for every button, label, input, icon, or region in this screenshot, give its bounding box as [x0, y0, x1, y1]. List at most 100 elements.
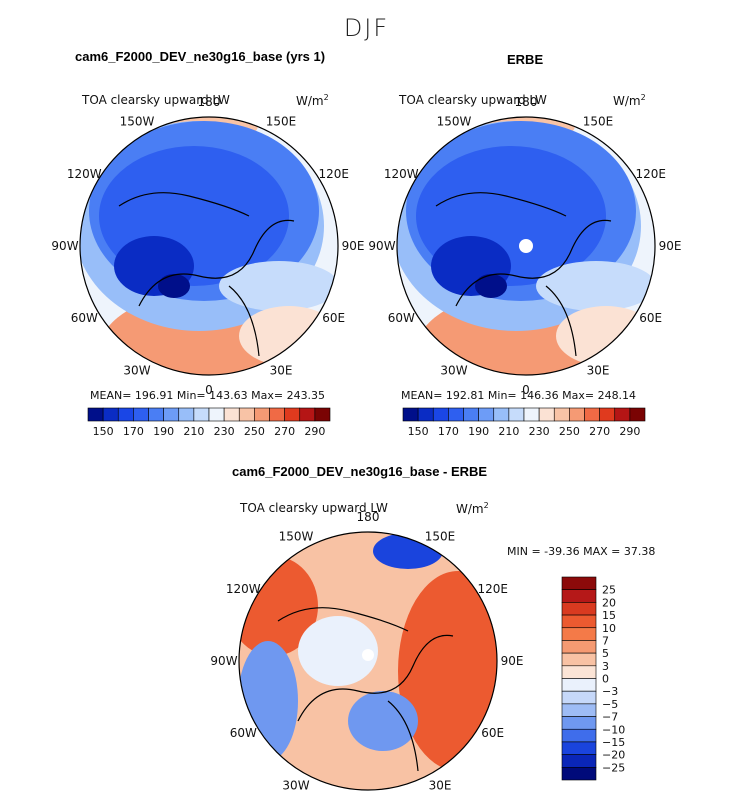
panel-2-stats: MEAN= 192.81 Min= 146.36 Max= 248.14 [401, 389, 637, 402]
longitude-label: 120W [67, 167, 102, 181]
panel-2-units: W/m2 [613, 93, 646, 108]
longitude-label: 120W [384, 167, 419, 181]
colorbar-swatch [561, 640, 597, 654]
polar-map-1: 180 150E 120E 90E 60E 30E 0 30W 60W 90W 120W 150W [51, 95, 365, 397]
polar-map-2: 180 150E 120E 90E 60E 30E 0 30W 60W 90W 120W 150W [368, 95, 681, 397]
colorbar-swatch [614, 407, 631, 422]
longitude-label: 150E [425, 529, 456, 543]
figure-title: DJF [343, 14, 390, 42]
colorbar-swatch [561, 576, 597, 590]
longitude-label: 180 [198, 95, 221, 109]
colorbar-tick-label: 3 [602, 660, 609, 673]
colorbar-tick-label: 20 [602, 596, 616, 609]
colorbar-swatch [148, 407, 164, 422]
colorbar-tick-label: 190 [468, 425, 489, 438]
panel-1-field: TOA clearsky upward LW [82, 93, 230, 107]
colorbar-tick-label: 170 [123, 425, 144, 438]
colorbar-swatch [117, 407, 134, 422]
colorbar-tick-label: −3 [602, 685, 618, 698]
colorbar-swatch [432, 407, 449, 422]
longitude-label: 90E [501, 654, 524, 668]
coastline [277, 607, 454, 772]
colorbar-tick-label: 150 [93, 425, 114, 438]
colorbar-swatch [178, 407, 195, 422]
colorbar-swatch [508, 407, 525, 422]
colorbar-tick-label: 7 [602, 634, 609, 647]
colorbar-swatch [561, 741, 597, 755]
longitude-label: 120E [477, 582, 508, 596]
colorbar-swatch [299, 407, 316, 422]
colorbar-swatch [584, 407, 600, 422]
longitude-label: 30E [429, 779, 452, 793]
colorbar-tick-label: 250 [559, 425, 580, 438]
colorbar-swatch [463, 407, 479, 422]
colorbar-swatch [599, 407, 616, 422]
longitude-label: 60E [639, 311, 662, 325]
colorbar-swatch [561, 703, 597, 717]
colorbar-tick-label: −25 [602, 761, 625, 774]
colorbar-swatch [223, 407, 240, 422]
colorbar-swatch [478, 407, 495, 422]
longitude-label: 90W [51, 239, 78, 253]
colorbar-swatch [314, 407, 331, 422]
longitude-label: 90W [210, 654, 237, 668]
colorbar-swatch [569, 407, 585, 422]
diff-neutral-centre [298, 616, 378, 686]
colorbar-swatch [523, 407, 540, 422]
colorbar-tick-label: 270 [274, 425, 295, 438]
longitude-label: 0 [205, 383, 213, 397]
colorbar-swatch [269, 407, 285, 422]
longitude-label: 30W [440, 364, 467, 378]
longitude-label: 150W [120, 114, 155, 128]
colorbar-swatch [538, 407, 555, 422]
diff-warm-east [398, 571, 497, 771]
colorbar-swatch [561, 614, 597, 629]
longitude-label: 120W [226, 582, 261, 596]
longitude-label: 60E [322, 311, 345, 325]
longitude-label: 60W [71, 311, 98, 325]
longitude-label: 180 [357, 510, 380, 524]
colorbar-tick-label: 210 [498, 425, 519, 438]
colorbar-1: 150 170 190 210 230 250 270 290 [87, 407, 331, 438]
longitude-label: 30E [270, 364, 293, 378]
longitude-label: 30W [282, 779, 309, 793]
colorbar-tick-label: −15 [602, 736, 625, 749]
colorbar-tick-label: 250 [244, 425, 265, 438]
colorbar-tick-label: 5 [602, 647, 609, 660]
colorbar-swatch [493, 407, 510, 422]
longitude-label: 120E [318, 167, 349, 181]
colorbar-tick-label: −20 [602, 749, 625, 762]
colorbar-swatch [163, 407, 180, 422]
panel-1-title: cam6_F2000_DEV_ne30g16_base (yrs 1) [75, 49, 326, 64]
colorbar-swatch [254, 407, 270, 422]
colorbar-tick-label: 10 [602, 622, 616, 635]
coastline [435, 192, 612, 357]
pole-hole [362, 649, 374, 661]
colorbar-swatch [553, 407, 570, 422]
colorbar-tick-label: 150 [408, 425, 429, 438]
colorbar-swatch [402, 407, 419, 422]
colorbar-tick-label: −5 [602, 698, 618, 711]
longitude-label: 150W [279, 529, 314, 543]
map-boundary [238, 531, 498, 791]
panel-3-title: cam6_F2000_DEV_ne30g16_base - ERBE [232, 464, 488, 479]
panel-1-units: W/m2 [296, 93, 329, 108]
longitude-label: 150E [583, 114, 614, 128]
longitude-label: 120E [635, 167, 666, 181]
panel-3-units: W/m2 [456, 501, 489, 516]
colorbar-swatch [561, 754, 597, 768]
longitude-label: 150W [437, 114, 472, 128]
colorbar-swatch [561, 665, 597, 679]
longitude-label: 60W [388, 311, 415, 325]
map-boundary [79, 116, 339, 376]
colorbar-swatch [102, 407, 119, 422]
panel-2-title: ERBE [507, 52, 544, 67]
diff-cold-south [348, 691, 418, 751]
longitude-label: 60W [230, 726, 257, 740]
longitude-label: 90E [342, 239, 365, 253]
colorbar-swatch [561, 690, 597, 705]
colorbar-tick-label: 170 [438, 425, 459, 438]
colorbar-swatch [238, 407, 255, 422]
